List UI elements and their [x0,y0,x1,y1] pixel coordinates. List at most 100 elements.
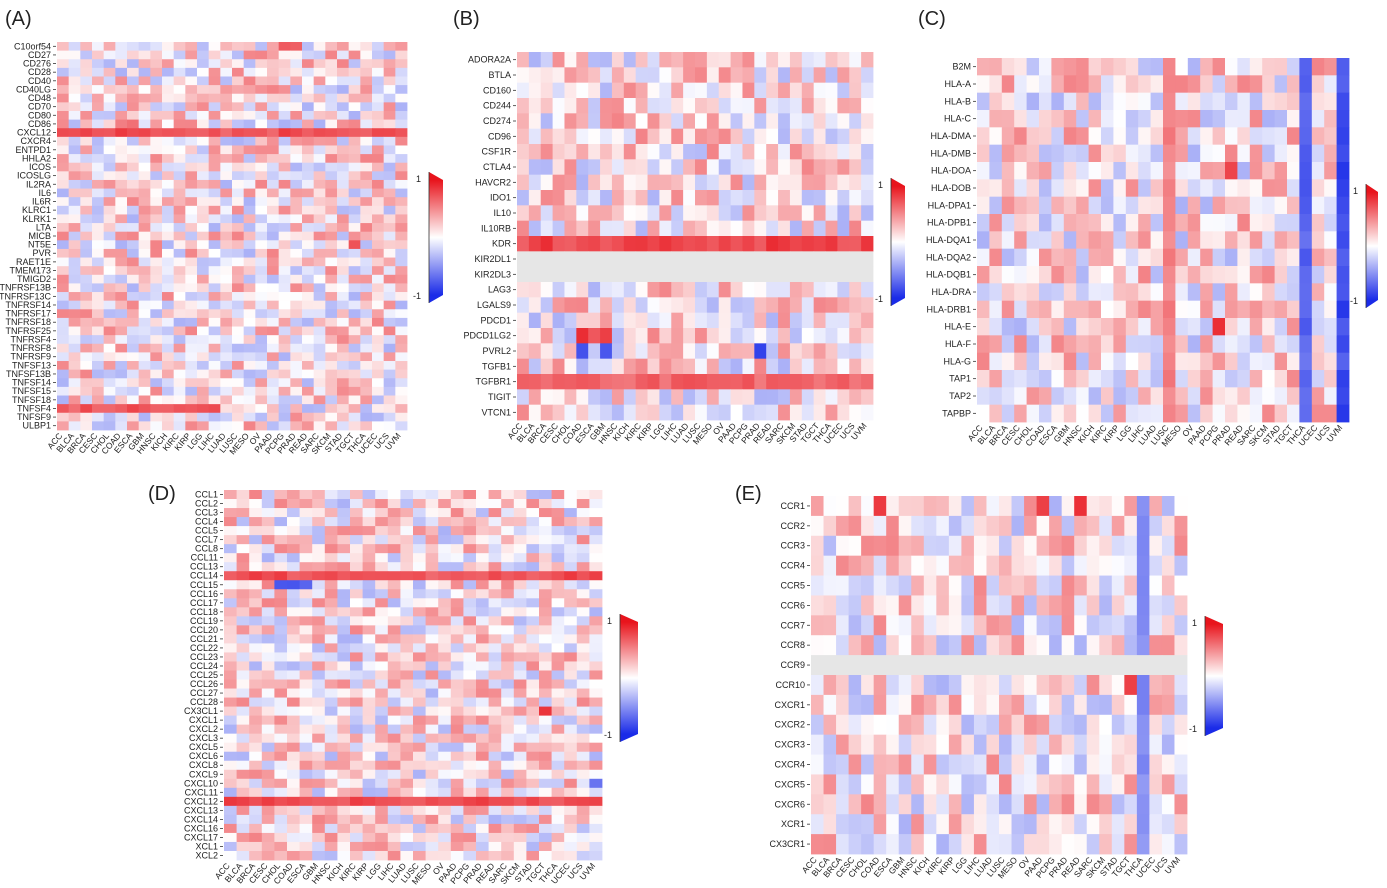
heatmap-cell [162,59,175,69]
row-label: HLA-DMB [930,148,971,158]
heatmap-cell [742,67,755,84]
heatmap-cell [290,205,303,215]
row-label: CCL25 [190,670,218,680]
heatmap-cell [1187,300,1201,319]
heatmap-cell [501,661,515,671]
heatmap-cell [999,575,1012,596]
heatmap-cell [383,162,396,172]
heatmap-cell [290,378,303,388]
heatmap-cell [287,850,300,861]
heatmap-cell [236,580,250,590]
heatmap-cell [589,751,603,762]
heatmap-cell [302,93,315,103]
heatmap-cell [476,490,489,500]
heatmap-cell [255,223,268,233]
heatmap-cell [811,754,824,775]
heatmap-cell [127,85,140,95]
heatmap-cell [671,98,684,114]
heatmap-cell [299,670,313,680]
heatmap-cell [255,145,268,155]
heatmap-cell [68,395,81,405]
heatmap-cell [1200,370,1213,388]
heatmap-cell [1061,575,1075,596]
heatmap-cell [1138,266,1151,284]
heatmap-cell [249,670,263,680]
heatmap-cell [138,119,151,129]
heatmap-cell [267,361,280,371]
heatmap-cell [1249,92,1263,111]
heatmap-cell [348,76,361,86]
heatmap-cell [647,67,660,84]
heatmap-cell [236,634,250,644]
heatmap-cell [57,326,70,336]
heatmap-cell [236,670,250,680]
heatmap-cell [274,544,288,554]
heatmap-cell [57,59,70,69]
heatmap-cell [1063,58,1077,76]
heatmap-cell [173,231,186,241]
heatmap-cell [825,312,838,329]
heatmap-cell [387,760,401,771]
heatmap-cell [825,251,838,268]
heatmap-cell [986,496,1000,517]
heatmap-cell [1287,283,1300,302]
heatmap-cell [372,395,385,405]
heatmap-cell [948,794,962,815]
heatmap-cell [600,389,613,406]
heatmap-cell [1299,144,1313,163]
heatmap-cell [973,834,987,855]
heatmap-cell [540,82,553,99]
heatmap-cell [372,136,385,146]
heatmap-cell [1026,266,1040,284]
heatmap-cell [290,154,303,164]
heatmap-cell [1039,196,1052,215]
heatmap-cell [1113,92,1127,111]
heatmap-cell [324,634,338,644]
heatmap-cell [1049,675,1063,696]
heatmap-cell [138,76,151,86]
heatmap-cell [220,50,233,60]
row-label: XCR1 [781,819,805,829]
heatmap-cell [789,174,803,191]
heatmap-cell [1099,535,1113,557]
heatmap-cell [232,248,245,258]
heatmap-cell [302,205,315,215]
heatmap-cell [576,67,589,84]
heatmap-cell [1138,248,1151,267]
heatmap-cell [350,814,363,825]
heatmap-cell [1001,248,1015,267]
heatmap-cell [476,535,489,545]
heatmap-cell [375,544,389,554]
heatmap-cell [836,515,849,537]
heatmap-cell [197,343,210,353]
heatmap-cell [92,76,105,86]
heatmap-cell [236,562,250,572]
heatmap-cell [1001,144,1015,163]
heatmap-cell [1061,774,1075,795]
heatmap-cell [977,300,990,319]
heatmap-cell [290,119,303,129]
heatmap-cell [236,553,250,563]
heatmap-cell [313,179,326,189]
heatmap-cell [1063,318,1077,336]
heatmap-cell [68,128,81,138]
heatmap-cell [1237,75,1251,94]
heatmap-cell [1161,814,1175,835]
heatmap-cell [683,358,696,375]
heatmap-cell [313,369,326,379]
heatmap-cell [1014,110,1027,128]
heatmap-cell [185,283,198,293]
row-label: HLA-F [945,339,972,349]
heatmap-cell [861,67,874,84]
heatmap-cell [68,369,81,379]
heatmap-cell [999,635,1012,656]
heatmap-cell [564,715,578,726]
heatmap-cell [501,814,515,825]
heatmap-cell [564,266,577,283]
heatmap-cell [1086,496,1100,517]
heatmap-cell [138,179,151,189]
heatmap-cell [372,274,385,284]
heatmap-cell [324,508,338,518]
heatmap-cell [413,589,426,599]
heatmap-cell [267,67,280,77]
